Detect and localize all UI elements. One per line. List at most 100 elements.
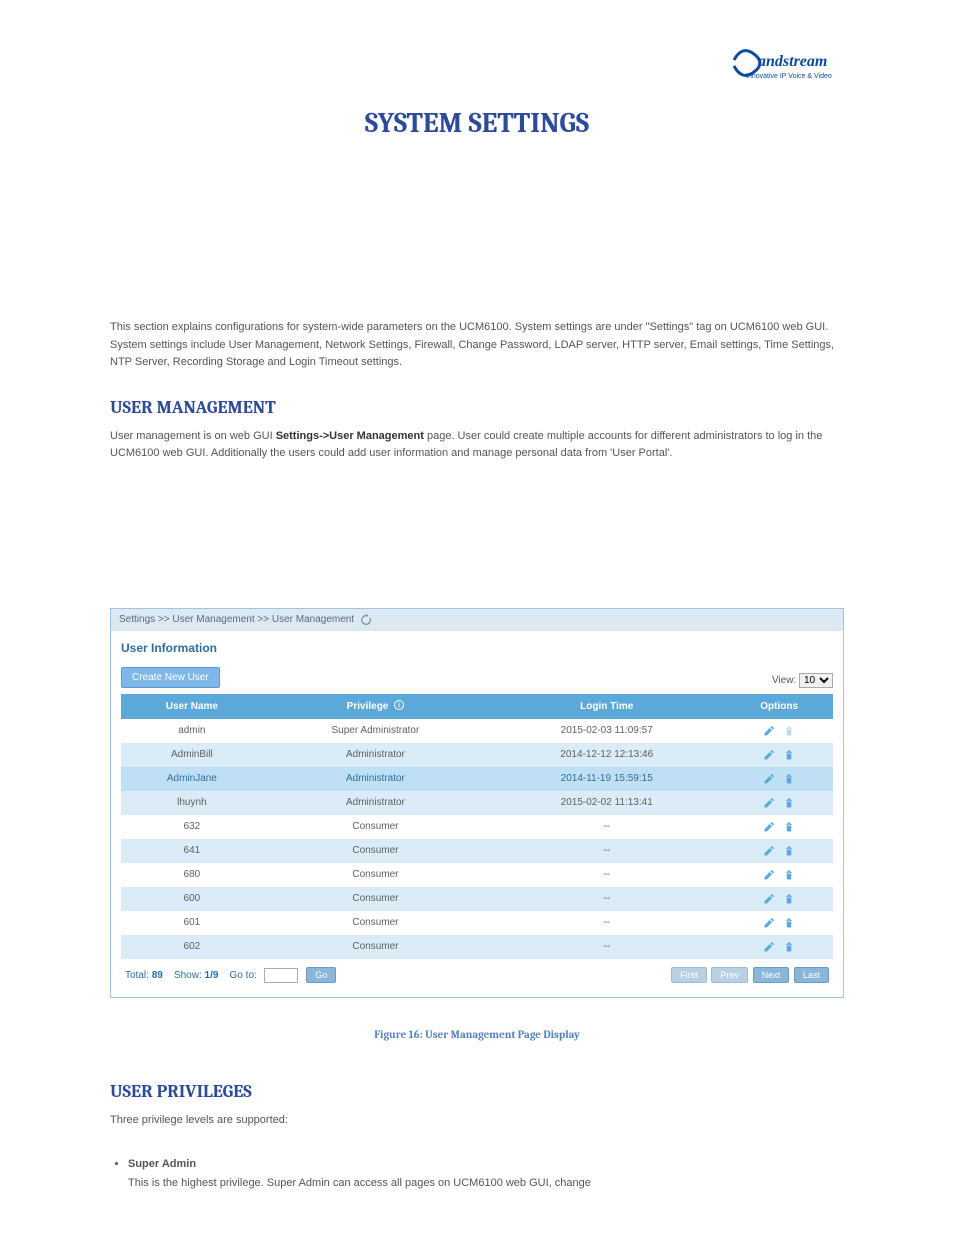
cell-username: 641 — [121, 839, 263, 863]
table-row[interactable]: lhuynhAdministrator2015-02-02 11:13:41 — [121, 791, 833, 815]
cell-options — [725, 911, 833, 935]
cell-privilege: Consumer — [263, 863, 488, 887]
svg-text:andstream: andstream — [758, 53, 827, 70]
next-button[interactable]: Next — [753, 967, 790, 983]
user-privileges-intro: Three privilege levels are supported: — [110, 1112, 844, 1130]
um-body-bold: Settings->User Management — [276, 430, 424, 442]
cell-options — [725, 767, 833, 791]
table-row[interactable]: AdminBillAdministrator2014-12-12 12:13:4… — [121, 743, 833, 767]
edit-icon[interactable] — [763, 869, 775, 881]
user-management-body: User management is on web GUI Settings->… — [110, 428, 844, 463]
cell-logintime: 2014-11-19 15:59:15 — [488, 767, 725, 791]
cell-options — [725, 863, 833, 887]
delete-icon[interactable] — [783, 749, 795, 761]
view-label: View: — [772, 675, 796, 686]
cell-username: 680 — [121, 863, 263, 887]
table-row[interactable]: 602Consumer-- — [121, 935, 833, 959]
goto-label: Go to: — [230, 970, 257, 981]
total-label: Total: — [125, 970, 149, 981]
figure-caption: Figure 16: User Management Page Display — [110, 1028, 844, 1041]
cell-logintime: -- — [488, 839, 725, 863]
col-username[interactable]: User Name — [121, 694, 263, 719]
cell-username: 601 — [121, 911, 263, 935]
table-row[interactable]: 601Consumer-- — [121, 911, 833, 935]
priv-item-line: This is the highest privilege. Super Adm… — [128, 1177, 591, 1189]
intro-text: This section explains configurations for… — [110, 319, 844, 372]
cell-options — [725, 791, 833, 815]
edit-icon[interactable] — [763, 821, 775, 833]
cell-logintime: -- — [488, 863, 725, 887]
edit-icon[interactable] — [763, 941, 775, 953]
cell-options — [725, 887, 833, 911]
delete-icon[interactable] — [783, 941, 795, 953]
table-row[interactable]: 680Consumer-- — [121, 863, 833, 887]
cell-privilege: Consumer — [263, 887, 488, 911]
refresh-icon[interactable] — [360, 614, 372, 626]
edit-icon[interactable] — [763, 773, 775, 785]
panel-heading: User Information — [121, 641, 833, 655]
delete-icon[interactable] — [783, 797, 795, 809]
edit-icon[interactable] — [763, 917, 775, 929]
page-title: SYSTEM SETTINGS — [110, 107, 844, 139]
delete-icon[interactable] — [783, 821, 795, 833]
user-management-heading: USER MANAGEMENT — [110, 397, 844, 418]
cell-username: 632 — [121, 815, 263, 839]
edit-icon[interactable] — [763, 845, 775, 857]
go-button[interactable]: Go — [306, 967, 336, 983]
cell-logintime: 2014-12-12 12:13:46 — [488, 743, 725, 767]
delete-icon[interactable] — [783, 869, 795, 881]
show-label: Show: — [174, 970, 202, 981]
prev-button[interactable]: Prev — [711, 967, 748, 983]
cell-options — [725, 719, 833, 743]
table-row[interactable]: 641Consumer-- — [121, 839, 833, 863]
create-new-user-button[interactable]: Create New User — [121, 667, 220, 688]
delete-icon[interactable] — [783, 773, 795, 785]
table-row[interactable]: 632Consumer-- — [121, 815, 833, 839]
cell-privilege: Consumer — [263, 935, 488, 959]
user-privileges-heading: USER PRIVILEGES — [110, 1081, 844, 1102]
cell-options — [725, 815, 833, 839]
delete-icon[interactable] — [783, 893, 795, 905]
col-privilege[interactable]: Privilege i — [263, 694, 488, 719]
cell-privilege: Consumer — [263, 815, 488, 839]
cell-username: 602 — [121, 935, 263, 959]
cell-username: AdminJane — [121, 767, 263, 791]
delete-icon[interactable] — [783, 917, 795, 929]
cell-privilege: Consumer — [263, 911, 488, 935]
cell-logintime: -- — [488, 911, 725, 935]
cell-logintime: -- — [488, 887, 725, 911]
info-icon[interactable]: i — [394, 700, 404, 713]
logo-area: andstream Innovative IP Voice & Video — [110, 40, 844, 87]
last-button[interactable]: Last — [794, 967, 829, 983]
cell-username: admin — [121, 719, 263, 743]
table-footer: Total: 89 Show: 1/9 Go to: Go First Prev… — [121, 959, 833, 987]
table-row[interactable]: adminSuper Administrator2015-02-03 11:09… — [121, 719, 833, 743]
table-row[interactable]: AdminJaneAdministrator2014-11-19 15:59:1… — [121, 767, 833, 791]
col-options: Options — [725, 694, 833, 719]
edit-icon[interactable] — [763, 797, 775, 809]
logo: andstream Innovative IP Voice & Video — [724, 40, 844, 82]
edit-icon[interactable] — [763, 749, 775, 761]
cell-logintime: -- — [488, 935, 725, 959]
cell-privilege: Administrator — [263, 791, 488, 815]
users-table: User Name Privilege i Login Time Options… — [121, 694, 833, 959]
view-select[interactable]: 10 — [799, 673, 833, 688]
svg-text:i: i — [398, 702, 400, 709]
edit-icon[interactable] — [763, 725, 775, 737]
total-value: 89 — [152, 970, 163, 981]
cell-logintime: 2015-02-02 11:13:41 — [488, 791, 725, 815]
breadcrumb: Settings >> User Management >> User Mana… — [111, 609, 843, 631]
delete-icon[interactable] — [783, 845, 795, 857]
cell-privilege: Administrator — [263, 767, 488, 791]
user-management-panel: Settings >> User Management >> User Mana… — [110, 608, 844, 998]
cell-logintime: 2015-02-03 11:09:57 — [488, 719, 725, 743]
cell-username: lhuynh — [121, 791, 263, 815]
first-button[interactable]: First — [671, 967, 707, 983]
cell-username: 600 — [121, 887, 263, 911]
edit-icon[interactable] — [763, 893, 775, 905]
table-row[interactable]: 600Consumer-- — [121, 887, 833, 911]
list-item: Super Admin This is the highest privileg… — [128, 1155, 844, 1195]
cell-username: AdminBill — [121, 743, 263, 767]
col-logintime[interactable]: Login Time — [488, 694, 725, 719]
goto-input[interactable] — [264, 968, 298, 983]
